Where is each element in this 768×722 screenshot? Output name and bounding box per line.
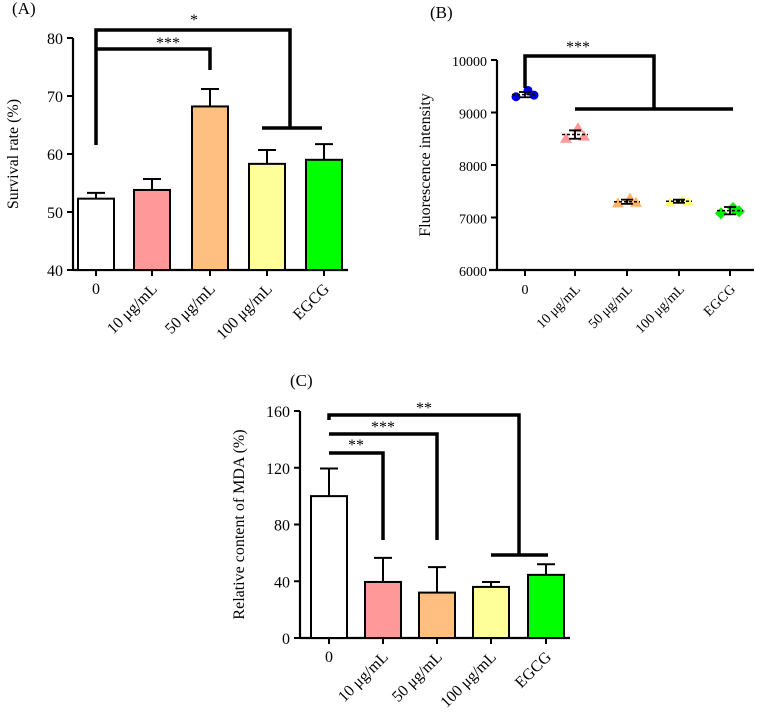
y-tick-label: 80 <box>47 31 63 48</box>
significance-bracket <box>329 432 439 540</box>
panel-label: (A) <box>12 0 36 18</box>
bar <box>418 591 456 639</box>
data-point <box>665 197 675 207</box>
significance-label: ** <box>416 400 432 417</box>
chart-panel-1: (A) 40 50 60 70 80 Survival rate (%) 0 10 μg/mL 5… <box>5 0 348 343</box>
y-axis-label: Survival rate (%) <box>5 99 22 209</box>
bar <box>77 197 115 271</box>
data-point <box>715 207 727 220</box>
x-tick-label: 0 <box>92 281 100 298</box>
y-tick-label: 120 <box>266 461 290 478</box>
significance-label: *** <box>566 39 590 56</box>
significance-bracket <box>329 451 385 540</box>
data-point <box>612 197 624 208</box>
bar <box>248 162 286 271</box>
x-tick-label: EGCG <box>512 648 555 691</box>
y-tick-label: 40 <box>47 263 63 280</box>
y-tick-label: 7000 <box>459 213 487 228</box>
significance-bracket <box>523 54 656 109</box>
x-tick-label: 100 μg/mL <box>633 282 688 337</box>
y-axis-label: Fluorescence intensity <box>417 93 434 237</box>
significance-label: * <box>190 12 198 29</box>
x-tick-label: 100 μg/mL <box>213 281 275 343</box>
bar <box>364 580 402 639</box>
chart-panel-3: (C) 0 40 80 120 160 Relative content of MDA (%… <box>231 371 570 711</box>
significance-bracket <box>96 47 212 70</box>
panel-label: (B) <box>430 3 453 22</box>
chart-panel-2: (B) 6000 7000 8000 9000 10000 Fluorescence int… <box>417 3 754 337</box>
bar <box>472 585 510 639</box>
y-tick-label: 0 <box>282 631 290 648</box>
x-tick-label: 10 μg/mL <box>335 649 392 706</box>
bar <box>191 105 229 271</box>
y-tick-label: 80 <box>274 518 290 535</box>
significance-label: ** <box>348 437 364 454</box>
x-tick-label: EGCG <box>701 282 739 320</box>
y-tick-label: 10000 <box>452 55 487 70</box>
significance-bracket <box>327 413 521 555</box>
x-tick-label: 50 μg/mL <box>162 281 219 338</box>
x-tick-label: 10 μg/mL <box>104 281 161 338</box>
x-tick-label: EGCG <box>290 280 333 323</box>
y-tick-label: 40 <box>274 574 290 591</box>
y-tick-label: 6000 <box>459 265 487 280</box>
significance-label: *** <box>371 419 395 436</box>
x-tick-label: 10 μg/mL <box>534 282 584 332</box>
bar <box>527 573 565 639</box>
y-tick-label: 70 <box>47 89 63 106</box>
bar <box>133 188 171 272</box>
x-tick-label: 100 μg/mL <box>437 649 499 711</box>
bar <box>310 495 348 639</box>
x-tick-label: 0 <box>325 649 333 666</box>
y-tick-label: 9000 <box>459 108 487 123</box>
y-axis-label: Relative content of MDA (%) <box>231 429 248 619</box>
significance-bracket <box>94 28 292 145</box>
significance-label: *** <box>156 35 180 52</box>
x-tick-label: 50 μg/mL <box>389 649 446 706</box>
y-tick-label: 160 <box>266 404 290 421</box>
data-point <box>560 132 572 143</box>
bar <box>305 158 343 271</box>
y-tick-label: 8000 <box>459 160 487 175</box>
panel-label: (C) <box>290 371 313 390</box>
x-tick-label: 0 <box>522 283 529 298</box>
y-tick-label: 60 <box>47 147 63 164</box>
y-tick-label: 50 <box>47 205 63 222</box>
x-tick-label: 50 μg/mL <box>586 282 636 332</box>
